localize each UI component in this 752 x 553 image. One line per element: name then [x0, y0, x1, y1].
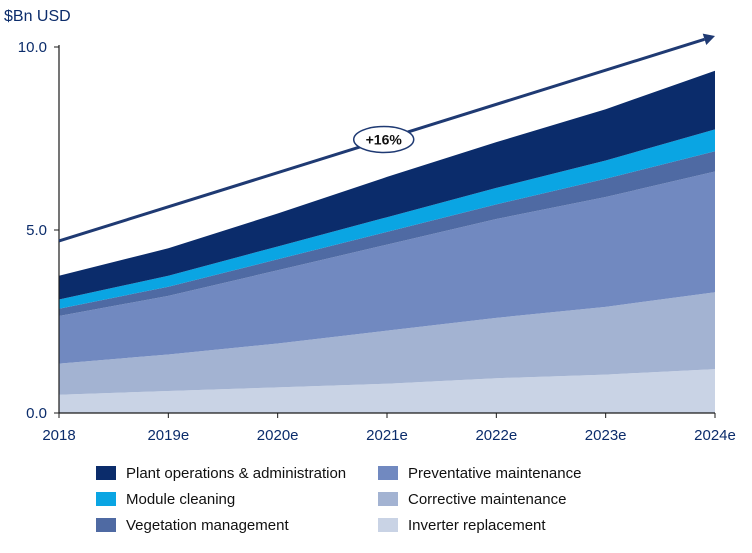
- legend-item-inverter-replacement: Inverter replacement: [378, 516, 640, 534]
- legend-swatch: [378, 466, 398, 480]
- legend-swatch: [96, 518, 116, 532]
- axes: 0.0 5.0 10.0 2018 2019e 2020e 2021e 2022e 2023e 2…: [18, 39, 736, 444]
- legend-item-preventative-maintenance: Preventative maintenance: [378, 464, 640, 482]
- x-tick-label: 2024e: [694, 427, 736, 444]
- x-tick-label: 2021e: [366, 427, 408, 444]
- legend-label: Module cleaning: [126, 490, 236, 508]
- legend-label: Plant operations & administration: [126, 464, 347, 482]
- growth-arrow-head: [702, 33, 715, 46]
- x-tick-label: 2019e: [147, 427, 189, 444]
- legend-label: Inverter replacement: [408, 516, 546, 534]
- x-tick-label: 2020e: [257, 427, 299, 444]
- area-layers: [59, 70, 715, 413]
- growth-annotation: +16%: [58, 33, 715, 243]
- legend-item-corrective-maintenance: Corrective maintenance: [378, 490, 640, 508]
- y-tick-label: 10.0: [18, 39, 47, 56]
- legend-swatch: [96, 466, 116, 480]
- legend-swatch: [378, 492, 398, 506]
- y-unit-label: $Bn USD: [4, 8, 71, 25]
- y-tick-label: 0.0: [26, 405, 47, 422]
- x-tick-label: 2023e: [585, 427, 627, 444]
- x-tick-label: 2018: [42, 427, 75, 444]
- legend-item-module-cleaning: Module cleaning: [96, 490, 378, 508]
- area-module-cleaning: [59, 129, 715, 309]
- legend-label: Vegetation management: [126, 516, 289, 534]
- area-inverter-replacement: [59, 369, 715, 413]
- legend-swatch: [378, 518, 398, 532]
- area-corrective-maintenance: [59, 292, 715, 395]
- legend-item-plant-operations-administration: Plant operations & administration: [96, 464, 378, 482]
- legend-swatch: [96, 492, 116, 506]
- area-plant-operations-administration: [59, 70, 715, 300]
- x-tick-label: 2022e: [475, 427, 517, 444]
- legend-label: Corrective maintenance: [408, 490, 567, 508]
- area-preventative-maintenance: [59, 171, 715, 364]
- legend-item-vegetation-management: Vegetation management: [96, 516, 378, 534]
- growth-label: +16%: [366, 132, 403, 148]
- legend: Plant operations & administration Prevent…: [96, 464, 656, 534]
- legend-label: Preventative maintenance: [408, 464, 582, 482]
- growth-label-oval: [352, 125, 415, 154]
- area-vegetation-management: [59, 151, 715, 317]
- y-tick-label: 5.0: [26, 222, 47, 239]
